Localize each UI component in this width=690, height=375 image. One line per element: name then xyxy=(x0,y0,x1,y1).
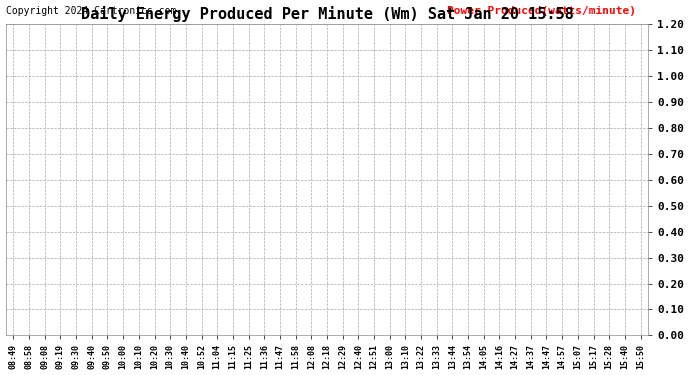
Text: Copyright 2024 Cartronics.com: Copyright 2024 Cartronics.com xyxy=(6,6,176,16)
Title: Daily Energy Produced Per Minute (Wm) Sat Jan 20 15:58: Daily Energy Produced Per Minute (Wm) Sa… xyxy=(81,6,573,21)
Text: Power Produced(watts/minute): Power Produced(watts/minute) xyxy=(446,6,635,16)
